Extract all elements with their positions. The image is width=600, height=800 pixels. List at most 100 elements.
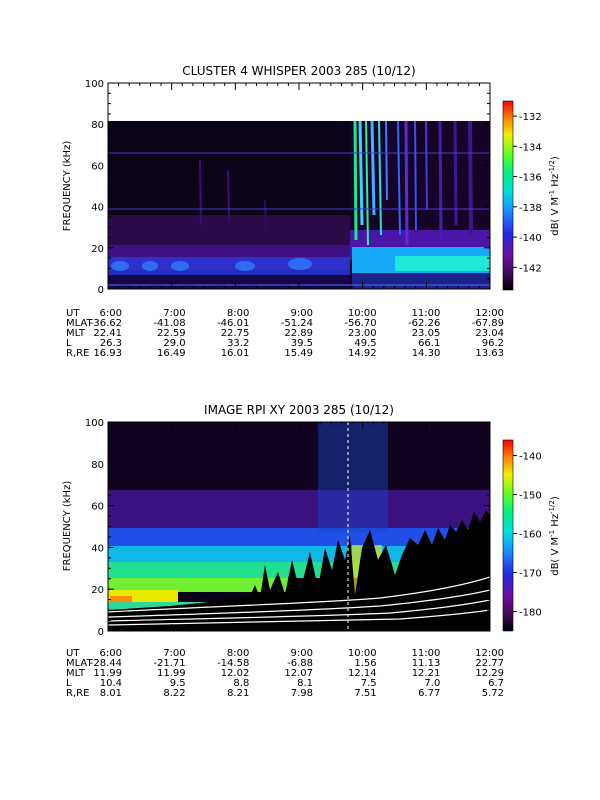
ephemeris-value: 12.21	[412, 668, 441, 679]
ephemeris-row-label: MLAT	[66, 658, 93, 669]
panel1-blob-4	[235, 261, 255, 271]
ephemeris-value: 8.21	[227, 688, 249, 699]
panel1-streak-2	[358, 120, 364, 226]
panel1-streak-4	[370, 120, 376, 216]
ephemeris-value: -14.58	[217, 658, 249, 669]
ephemeris-value: 1.56	[354, 658, 376, 669]
ephemeris-value: 11:00	[412, 648, 441, 659]
y-tick-label: 40	[91, 203, 104, 214]
panel2-lime-band	[108, 578, 288, 592]
panel1-cb-label-mid: Hz	[550, 174, 561, 190]
colorbar-tick-label: -132	[519, 112, 542, 123]
panel1-blue-blobs	[111, 258, 312, 271]
panel2-plasma-line-3	[108, 599, 490, 622]
ephemeris-value: 49.5	[354, 338, 376, 349]
ephemeris-value: 7.98	[291, 688, 313, 699]
ephemeris-value: 6.77	[418, 688, 440, 699]
ephemeris-value: 8.22	[163, 688, 185, 699]
ephemeris-value: 8.1	[297, 678, 313, 689]
ephemeris-value: 22.77	[475, 658, 504, 669]
ephemeris-row-label: R,RE	[66, 688, 89, 699]
ephemeris-value: 7.5	[361, 678, 377, 689]
panel1-streak-10	[425, 120, 428, 211]
colorbar-tick-label: -170	[519, 569, 542, 580]
ephemeris-value: 33.2	[227, 338, 249, 349]
panel2-upper-noise	[108, 422, 490, 492]
panel2-cb-label-end: )	[550, 496, 561, 500]
ephemeris-value: 29.0	[163, 338, 185, 349]
panel1-streak-15	[227, 169, 230, 223]
ephemeris-value: 8:00	[227, 308, 249, 319]
panel1-streak-6	[385, 120, 388, 201]
ephemeris-value: 10:00	[348, 648, 377, 659]
ephemeris-row-label: MLT	[66, 328, 86, 339]
y-tick-label: 20	[91, 244, 104, 255]
ephemeris-row-label: MLT	[66, 668, 86, 679]
ephemeris-value: -46.01	[217, 318, 249, 329]
panel1-streak-8	[404, 120, 409, 246]
panel1-blob-5	[288, 258, 312, 270]
panel1-blob-3	[171, 261, 189, 271]
panel1-colorbar-label: dB( V M-1 Hz-1/2)	[548, 156, 561, 236]
colorbar-tick-label: -134	[519, 142, 542, 153]
panel1-upper-band	[108, 121, 352, 221]
panel1-cb-label-end: )	[550, 156, 561, 160]
ephemeris-value: 11:00	[412, 308, 441, 319]
panel1-blob-1	[111, 261, 129, 271]
ephemeris-value: 16.49	[157, 348, 186, 359]
ephemeris-value: -41.08	[153, 318, 185, 329]
panel2-cb-label-main: dB( V M	[550, 537, 561, 576]
panel1-colorbar	[502, 100, 514, 291]
ephemeris-value: 9:00	[291, 648, 313, 659]
colorbar-tick-label: -142	[519, 263, 542, 274]
ephemeris-value: 22.75	[221, 328, 250, 339]
panel2-spectrogram	[108, 422, 490, 631]
panel2-cb-label-mid: Hz	[550, 514, 561, 530]
colorbar-tick-label: -140	[519, 233, 542, 244]
panel2-cb-label-sup2: -1/2	[548, 500, 556, 514]
panel1-streak-11	[438, 120, 443, 241]
panel1-streak-9	[414, 120, 417, 231]
panel1-cb-label-main: dB( V M	[550, 197, 561, 236]
panel1-streak-5	[378, 120, 382, 236]
ephemeris-value: 5.72	[482, 688, 504, 699]
ephemeris-value: -56.70	[344, 318, 376, 329]
ephemeris-value: 9.5	[170, 678, 186, 689]
ephemeris-value: 6.7	[488, 678, 504, 689]
ephemeris-row-label: UT	[66, 648, 80, 659]
panel2-x-ticks	[107, 422, 491, 631]
ephemeris-value: 12.07	[284, 668, 313, 679]
ephemeris-value: 10:00	[348, 308, 377, 319]
y-tick-label: 20	[91, 585, 104, 596]
panel1-colorbar-ticks: -132 -134 -136 -138 -140 -142	[513, 112, 542, 274]
ephemeris-value: 96.2	[482, 338, 504, 349]
y-tick-label: 80	[91, 120, 104, 131]
ephemeris-value: -21.71	[153, 658, 185, 669]
ephemeris-value: 11.13	[412, 658, 441, 669]
panel1-y-label: FREQUENCY (kHz)	[62, 141, 73, 232]
panel2-colorbar	[502, 439, 514, 632]
ephemeris-row-label: L	[66, 338, 72, 349]
panel1-streak-1	[353, 120, 358, 241]
ephemeris-value: 13.63	[475, 348, 504, 359]
ephemeris-value: -6.88	[287, 658, 313, 669]
panel1-spectrogram	[108, 83, 490, 289]
y-tick-label: 0	[98, 285, 104, 296]
panel1-streak-13	[468, 120, 473, 236]
ephemeris-row-label: R,RE	[66, 348, 89, 359]
panel2-y-axis: 0 20 40 60 80 100	[85, 418, 490, 638]
ephemeris-value: 10.4	[100, 678, 122, 689]
y-tick-label: 100	[85, 418, 104, 429]
panel2-plasma-line-4	[108, 609, 490, 626]
panel2-plasma-line-2	[108, 589, 490, 618]
ephemeris-value: 7.51	[354, 688, 376, 699]
panel2-colorbar-label: dB( V M-1 Hz-1/2)	[548, 496, 561, 576]
panel1-streak-12	[453, 120, 458, 226]
ephemeris-value: -36.62	[90, 318, 122, 329]
panel1-streak-14	[199, 159, 202, 226]
panel1-title: CLUSTER 4 WHISPER 2003 285 (10/12)	[182, 64, 415, 78]
ephemeris-value: 39.5	[291, 338, 313, 349]
panel2-ephemeris-table: UTMLATMLTLR,RE6:00-28.4411.9910.48.017:0…	[66, 648, 504, 699]
ephemeris-value: 22.59	[157, 328, 186, 339]
